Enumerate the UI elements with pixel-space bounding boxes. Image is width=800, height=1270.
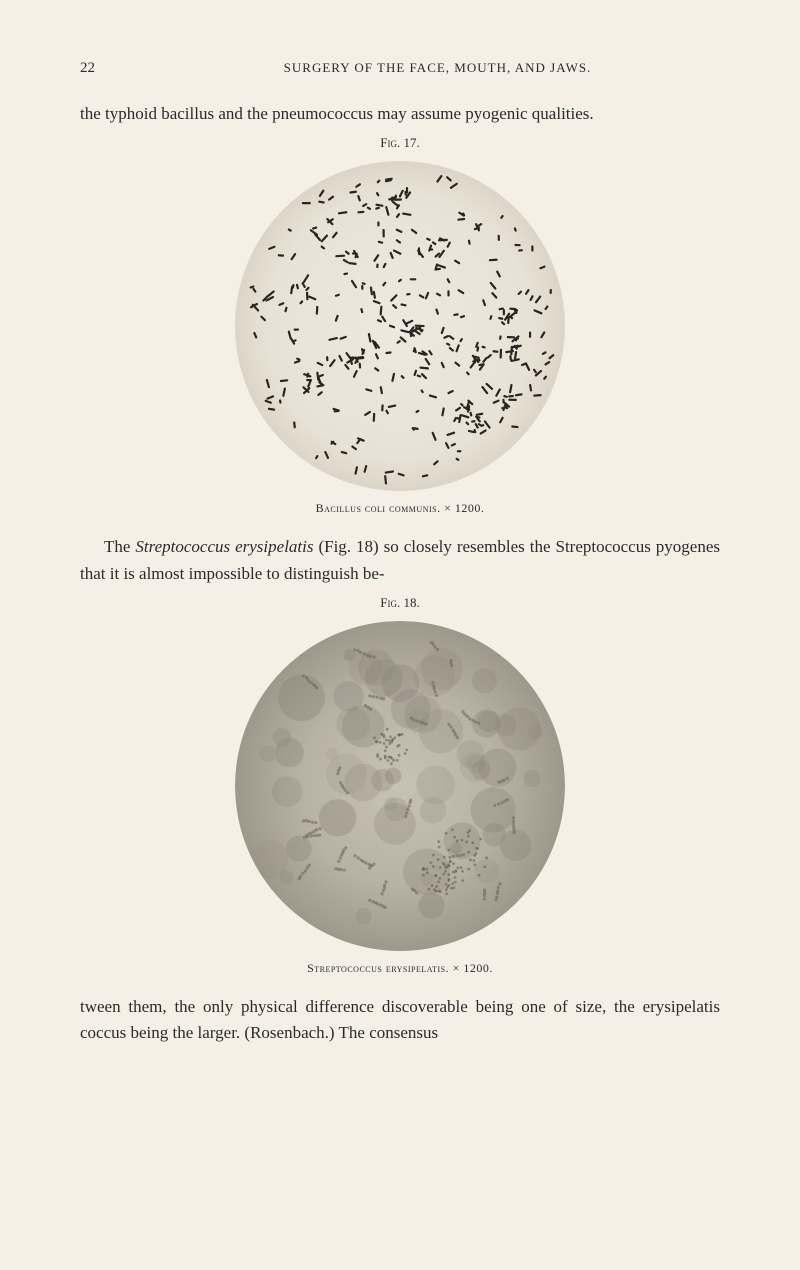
page-header: 22 SURGERY OF THE FACE, MOUTH, AND JAWS. xyxy=(80,60,720,77)
para2-italic: Streptococcus erysipelatis xyxy=(135,537,313,556)
figure-18-caption: Streptococcus erysipelatis. × 1200. xyxy=(80,961,720,976)
figure-17-label: Fig. 17. xyxy=(80,135,720,151)
paragraph-3: tween them, the only physical difference… xyxy=(80,994,720,1047)
para2-a: The xyxy=(104,537,135,556)
fig17-caption-mag: × 1200. xyxy=(444,501,484,515)
paragraph-2: The Streptococcus erysipelatis (Fig. 18)… xyxy=(80,534,720,587)
streptococcus-micrograph xyxy=(235,621,565,951)
bacillus-micrograph xyxy=(235,161,565,491)
figure-17 xyxy=(80,161,720,491)
figure-17-caption: Bacillus coli communis. × 1200. xyxy=(80,501,720,516)
running-head: SURGERY OF THE FACE, MOUTH, AND JAWS. xyxy=(155,60,720,76)
paragraph-1: the typhoid bacillus and the pneumococcu… xyxy=(80,101,720,127)
figure-18 xyxy=(80,621,720,951)
figure-18-label: Fig. 18. xyxy=(80,595,720,611)
fig18-caption-mag: × 1200. xyxy=(453,961,493,975)
para1-text: the typhoid bacillus and the pneumococcu… xyxy=(80,104,594,123)
page-number: 22 xyxy=(80,60,95,77)
fig17-caption-name: Bacillus coli communis. xyxy=(316,501,441,515)
fig18-caption-name: Streptococcus erysipelatis. xyxy=(307,961,449,975)
